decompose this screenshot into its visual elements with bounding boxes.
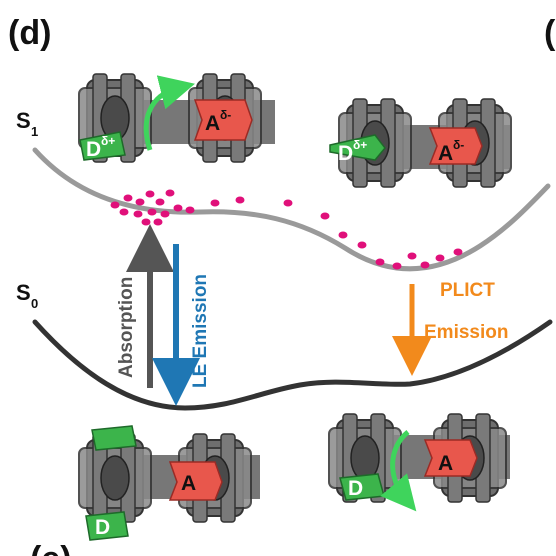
s1-curve xyxy=(32,147,551,272)
donor-label: D δ+ xyxy=(86,134,115,161)
molecule-s0-twisted: D A xyxy=(78,425,260,541)
acceptor-label: A δ- xyxy=(205,108,231,135)
svg-text:δ+: δ+ xyxy=(353,138,367,152)
acceptor-shape xyxy=(193,99,253,141)
svg-text:1: 1 xyxy=(31,124,38,139)
s1-label: S 1 xyxy=(16,108,38,139)
plict-label-line1: PLICT xyxy=(440,280,495,301)
molecule-s0-rotating: D A xyxy=(328,413,510,512)
svg-text:δ+: δ+ xyxy=(101,134,115,148)
panel-label: (d) xyxy=(8,14,51,52)
molecule-s1-planar: D δ+ A δ- xyxy=(329,98,512,188)
acceptor-shape xyxy=(168,461,223,501)
acceptor-shape xyxy=(423,439,478,477)
s0-curve xyxy=(32,319,553,411)
acceptor-label: A δ- xyxy=(438,138,464,165)
donor-shape xyxy=(79,131,126,161)
svg-text:A: A xyxy=(438,142,453,165)
svg-text:S: S xyxy=(16,108,31,133)
s0-label: S 0 xyxy=(16,280,38,311)
donor-top-shape xyxy=(91,425,137,451)
acceptor-label: A xyxy=(438,452,453,475)
acceptor-shape xyxy=(428,127,483,165)
next-panel-label-bottom: (e) xyxy=(30,540,72,556)
acceptor-label: A xyxy=(181,472,196,495)
donor-label: D δ+ xyxy=(338,138,367,165)
svg-text:D: D xyxy=(86,138,101,161)
svg-text:A: A xyxy=(205,112,220,135)
plict-label-line2: Emission xyxy=(424,322,508,343)
absorption-label: Absorption xyxy=(116,277,137,378)
rotation-arrow xyxy=(143,75,195,151)
next-panel-label-top: ( xyxy=(544,14,556,52)
svg-text:δ-: δ- xyxy=(453,138,464,152)
le-emission-label: LE Emission xyxy=(190,274,211,388)
donor-shape xyxy=(329,134,386,161)
donor-label: D xyxy=(348,477,363,500)
svg-text:δ-: δ- xyxy=(220,108,231,122)
rotation-arrow xyxy=(380,430,417,512)
molecule-s1-twist: D δ+ A δ- xyxy=(78,73,275,163)
excited-state-particles xyxy=(110,189,463,270)
donor-label: D xyxy=(95,516,110,539)
svg-text:D: D xyxy=(338,142,353,165)
svg-text:0: 0 xyxy=(31,296,38,311)
donor-shape xyxy=(85,511,129,541)
svg-text:S: S xyxy=(16,280,31,305)
